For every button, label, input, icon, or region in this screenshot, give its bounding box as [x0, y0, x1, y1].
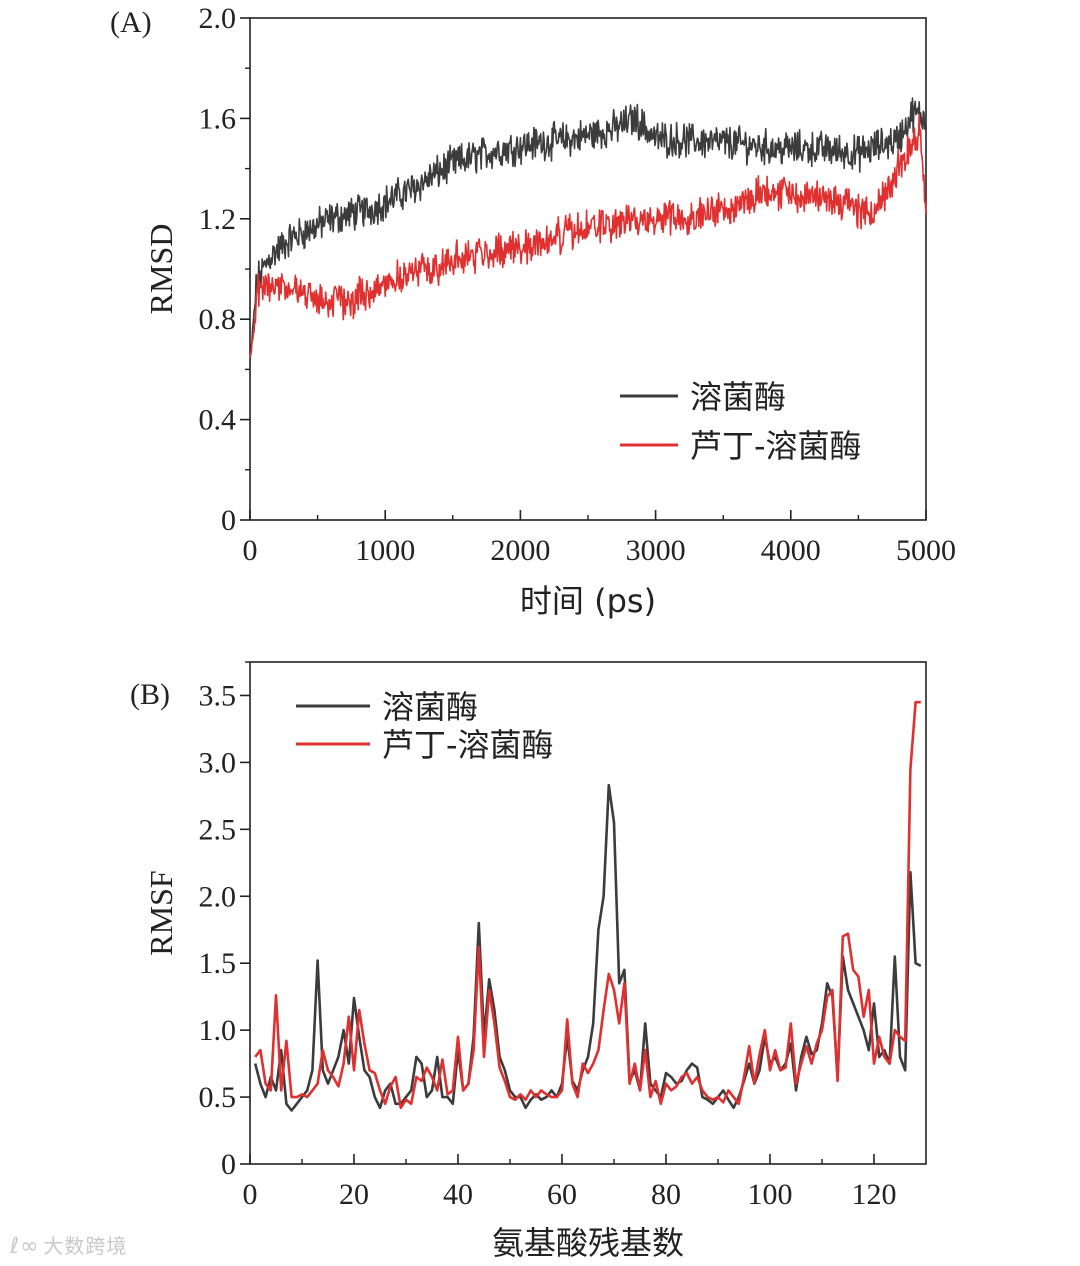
panel-a-ylabel: RMSD	[143, 224, 179, 315]
panel-b-ytick-label: 2.5	[199, 813, 237, 846]
panel-a-ytick-label: 1.6	[199, 102, 237, 135]
panel-a-series-lysozyme-line	[249, 97, 927, 364]
panel-b-xlabel: 氨基酸残基数	[492, 1224, 684, 1262]
panel-a-ytick-label: 0.8	[199, 303, 237, 336]
panel-b-ytick-label: 1.0	[199, 1014, 237, 1047]
panel-a-series-rutin-lysozyme-line	[249, 113, 927, 359]
panel-b-ytick-label: 0	[221, 1148, 236, 1181]
panel-b-ytick-label: 0.5	[199, 1081, 237, 1114]
panel-b-legend-label-rutin-lysozyme: 芦丁-溶菌酶	[382, 726, 554, 764]
panel-b-ytick-label: 1.5	[199, 947, 237, 980]
panel-b-xtick-label: 40	[443, 1178, 473, 1211]
panel-b-xtick-label: 60	[547, 1178, 577, 1211]
panel-a-xlabel: 时间 (ps)	[520, 582, 656, 620]
panel-a-xtick-label: 1000	[355, 534, 415, 567]
panel-b-legend: 溶菌酶 芦丁-溶菌酶	[296, 688, 554, 764]
panel-a-ytick-label: 2.0	[199, 2, 237, 35]
panel-b-xtick-label: 120	[852, 1178, 897, 1211]
panel-b-ytick-label: 2.0	[199, 880, 237, 913]
watermark-text: 大数跨境	[43, 1234, 128, 1258]
panel-b-plot-frame	[249, 661, 927, 1165]
panel-a-ticks: 0 1000 2000 3000 4000 5000 0 0.4 0.8 1.2 1.6 2.0	[199, 2, 957, 567]
panel-a-xtick-label: 3000	[626, 534, 686, 567]
panel-b-ticks: 0 20 40 60 80 100 120 0 0.5 1.0 1.5 2.0 2.5 3.0 3.5	[199, 661, 897, 1211]
panel-b-xtick-label: 100	[748, 1178, 793, 1211]
panel-b-label: (B)	[130, 678, 170, 711]
panel-a-xtick-label: 4000	[761, 534, 821, 567]
panel-a-series-group	[249, 97, 927, 364]
panel-a-xtick-label: 2000	[490, 534, 550, 567]
watermark-logo-icon: ℓ∞	[10, 1234, 40, 1259]
watermark: ℓ∞ 大数跨境	[10, 1230, 127, 1259]
panel-a-xtick-label: 0	[243, 534, 258, 567]
panel-a-legend-label-rutin-lysozyme: 芦丁-溶菌酶	[690, 427, 862, 465]
panel-b-xtick-label: 0	[243, 1178, 258, 1211]
panel-a-label: (A)	[110, 6, 152, 39]
panel-a-rmsd-chart: 0 1000 2000 3000 4000 5000 0 0.4 0.8 1.2 1.6 2.0 (A…	[110, 2, 956, 620]
panel-b-ytick-label: 3.5	[199, 679, 237, 712]
panel-b-series-group	[253, 700, 922, 1112]
panel-b-series-lysozyme-line	[253, 783, 922, 1112]
panel-a-xtick-label: 5000	[896, 534, 956, 567]
panel-b-rmsf-chart: 0 20 40 60 80 100 120 0 0.5 1.0 1.5 2.0 2.5 3.0 3.5 (B…	[130, 661, 927, 1262]
panel-a-ytick-label: 0.4	[199, 404, 237, 437]
panel-b-xtick-label: 80	[651, 1178, 681, 1211]
panel-a-legend: 溶菌酶 芦丁-溶菌酶	[620, 378, 862, 465]
panel-a-legend-label-lysozyme: 溶菌酶	[690, 378, 786, 416]
panel-b-series-rutin-lysozyme-line	[254, 700, 921, 1110]
panel-b-ylabel: RMSF	[143, 870, 179, 955]
panel-b-legend-label-lysozyme: 溶菌酶	[382, 688, 478, 726]
panel-b-xtick-label: 20	[339, 1178, 369, 1211]
panel-a-ytick-label: 0	[221, 504, 236, 537]
panel-b-ytick-label: 3.0	[199, 746, 237, 779]
panel-a-ytick-label: 1.2	[199, 203, 237, 236]
